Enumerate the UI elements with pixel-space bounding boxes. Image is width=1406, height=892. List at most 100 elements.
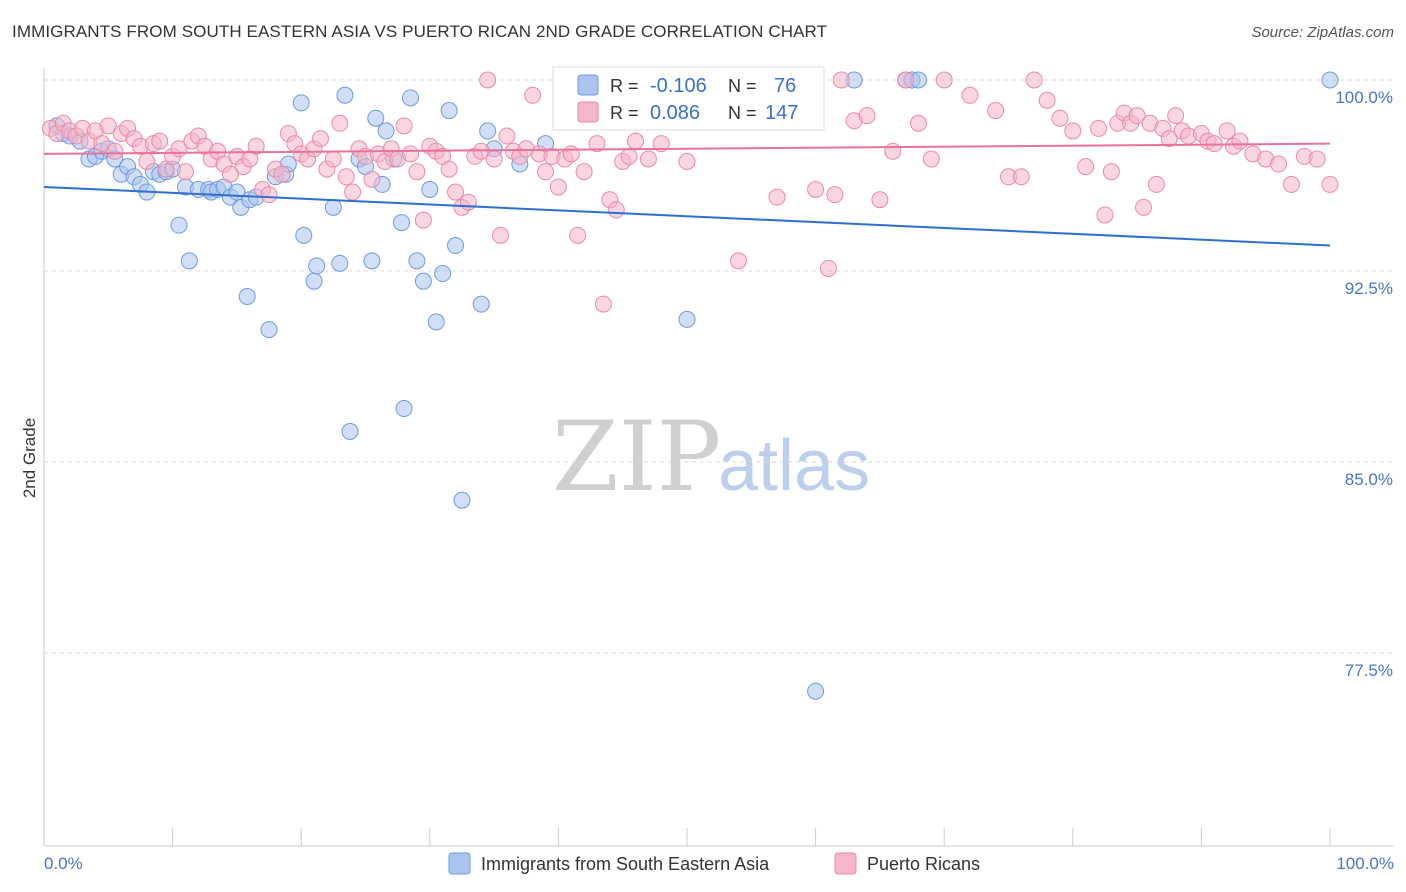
data-point-pink [537, 163, 555, 181]
data-point-blue [331, 254, 349, 272]
data-point-blue [260, 321, 278, 339]
data-point-blue [308, 257, 326, 275]
data-point-pink [1012, 168, 1030, 186]
data-point-pink [408, 163, 426, 181]
stats-legend: R = -0.106 N = 76 R = 0.086 N = 147 [552, 66, 825, 131]
data-point-pink [1160, 130, 1178, 148]
data-point-pink [363, 170, 381, 188]
data-point-pink [575, 163, 593, 181]
data-point-blue [479, 122, 497, 140]
data-point-pink [492, 226, 510, 244]
data-point-pink [459, 193, 477, 211]
y-tick-label: 85.0% [1345, 470, 1393, 489]
data-point-blue [807, 682, 825, 700]
y-tick-labels: 100.0% 92.5% 85.0% 77.5% [1335, 88, 1393, 680]
data-point-pink [871, 191, 889, 209]
data-point-pink [562, 145, 580, 163]
data-point-blue [440, 102, 458, 120]
data-point-blue [414, 272, 432, 290]
legend-swatch-pink [577, 101, 599, 123]
data-point-pink [826, 186, 844, 204]
data-point-pink [549, 178, 567, 196]
data-point-pink [1231, 132, 1249, 150]
series-pink-points [41, 71, 1339, 313]
watermark-zip: ZIP [552, 401, 721, 513]
data-point-pink [922, 150, 940, 168]
data-point-pink [620, 147, 638, 165]
data-point-blue [336, 86, 354, 104]
data-point-pink [652, 135, 670, 153]
data-point-pink [1308, 150, 1326, 168]
x-ticks [43, 828, 1331, 846]
data-point-blue [292, 94, 310, 112]
data-point-pink [1128, 107, 1146, 125]
legend-n-label-pink: N = [728, 103, 757, 123]
data-point-pink [498, 127, 516, 145]
data-point-pink [1090, 119, 1108, 137]
data-point-pink [832, 71, 850, 89]
data-point-pink [729, 252, 747, 270]
data-point-blue [453, 491, 471, 509]
data-point-pink [524, 86, 542, 104]
data-point-pink [311, 130, 329, 148]
data-point-pink [639, 150, 657, 168]
data-point-pink [247, 137, 265, 155]
data-point-pink [1025, 71, 1043, 89]
data-point-pink [1282, 175, 1300, 193]
data-point-pink [961, 86, 979, 104]
data-point-pink [221, 165, 239, 183]
data-point-pink [897, 71, 915, 89]
bottom-legend: Immigrants from South Eastern Asia Puert… [448, 852, 980, 875]
data-point-pink [607, 201, 625, 219]
data-point-blue [363, 252, 381, 270]
legend-n-label-blue: N = [728, 76, 757, 96]
data-point-pink [395, 117, 413, 135]
data-point-blue [427, 313, 445, 331]
chart-title: IMMIGRANTS FROM SOUTH EASTERN ASIA VS PU… [12, 22, 828, 41]
data-point-pink [273, 165, 291, 183]
data-point-pink [807, 181, 825, 199]
bottom-legend-swatch-blue [448, 852, 471, 875]
data-point-pink [331, 114, 349, 132]
data-point-blue [421, 181, 439, 199]
data-point-pink [935, 71, 953, 89]
data-point-pink [1096, 206, 1114, 224]
y-tick-label: 77.5% [1345, 661, 1393, 680]
data-point-pink [1135, 198, 1153, 216]
data-point-blue [170, 216, 188, 234]
bottom-legend-swatch-pink [834, 852, 857, 875]
data-point-pink [569, 226, 587, 244]
data-point-pink [138, 152, 156, 170]
data-point-blue [180, 252, 198, 270]
data-point-blue [678, 310, 696, 328]
watermark-atlas: atlas [718, 426, 870, 506]
data-point-pink [414, 211, 432, 229]
bottom-legend-label-blue: Immigrants from South Eastern Asia [481, 854, 770, 874]
data-point-pink [344, 183, 362, 201]
data-point-blue [305, 272, 323, 290]
x-tick-label-start: 0.0% [44, 854, 83, 873]
bottom-legend-label-pink: Puerto Ricans [867, 854, 980, 874]
data-point-pink [99, 117, 117, 135]
trend-lines [43, 142, 1331, 247]
data-point-blue [238, 287, 256, 305]
legend-r-value-pink: 0.086 [650, 102, 700, 124]
data-point-blue [395, 400, 413, 418]
legend-swatch-blue [577, 74, 599, 96]
data-point-pink [1321, 175, 1339, 193]
data-point-pink [260, 186, 278, 204]
data-point-pink [1218, 122, 1236, 140]
data-point-blue [402, 89, 420, 107]
legend-r-label-pink: R = [610, 103, 639, 123]
data-point-pink [447, 183, 465, 201]
data-point-pink [909, 114, 927, 132]
data-point-pink [987, 102, 1005, 120]
data-point-pink [1064, 122, 1082, 140]
legend-r-label-blue: R = [610, 76, 639, 96]
data-point-blue [472, 295, 490, 313]
y-axis-title: 2nd Grade [20, 418, 39, 498]
x-tick-label-end: 100.0% [1336, 854, 1394, 873]
data-point-blue [1321, 71, 1339, 89]
data-point-pink [106, 142, 124, 160]
